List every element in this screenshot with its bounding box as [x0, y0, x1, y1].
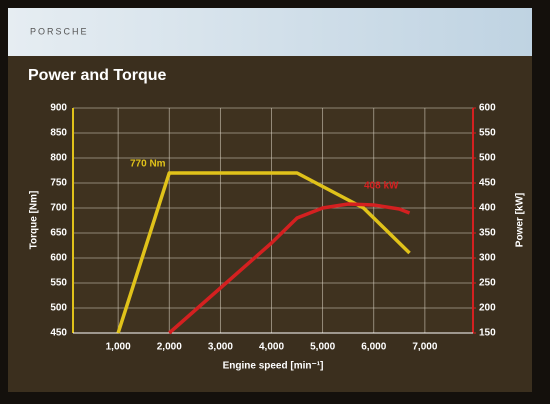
y-axis-title: Torque [Nm]: [29, 191, 40, 250]
y2-tick-label: 300: [479, 253, 496, 264]
y-tick-label: 450: [50, 328, 67, 339]
annotation: 408 kW: [364, 181, 399, 192]
x-tick-label: 6,000: [361, 342, 386, 353]
annotation: 770 Nm: [130, 159, 166, 170]
y2-tick-label: 450: [479, 178, 496, 189]
y2-tick-label: 600: [479, 103, 496, 114]
y-tick-label: 900: [50, 103, 67, 114]
chart-title: Power and Torque: [28, 67, 166, 84]
x-tick-label: 7,000: [412, 342, 437, 353]
y-tick-label: 850: [50, 128, 67, 139]
x-tick-label: 1,000: [106, 342, 131, 353]
x-tick-label: 4,000: [259, 342, 284, 353]
y2-tick-label: 250: [479, 278, 496, 289]
series-line: [116, 171, 411, 334]
y2-tick-label: 200: [479, 303, 496, 314]
y-tick-label: 500: [50, 303, 67, 314]
y2-tick-label: 550: [479, 128, 496, 139]
y2-tick-label: 350: [479, 228, 496, 239]
y2-tick-label: 400: [479, 203, 496, 214]
x-axis-title: Engine speed [min⁻¹]: [223, 361, 324, 372]
brand: PORSCHE: [30, 26, 89, 36]
plot-area: [73, 108, 473, 333]
y-tick-label: 650: [50, 228, 67, 239]
y-tick-label: 600: [50, 253, 67, 264]
y-tick-label: 750: [50, 178, 67, 189]
y2-tick-label: 500: [479, 153, 496, 164]
y-tick-label: 700: [50, 203, 67, 214]
x-tick-label: 2,000: [157, 342, 182, 353]
y-tick-label: 550: [50, 278, 67, 289]
x-tick-label: 3,000: [208, 342, 233, 353]
series-line: [168, 202, 411, 335]
x-tick-label: 5,000: [310, 342, 335, 353]
y2-tick-label: 150: [479, 328, 496, 339]
header-band: [8, 8, 532, 56]
y2-axis-title: Power [kW]: [515, 193, 526, 247]
y-tick-label: 800: [50, 153, 67, 164]
